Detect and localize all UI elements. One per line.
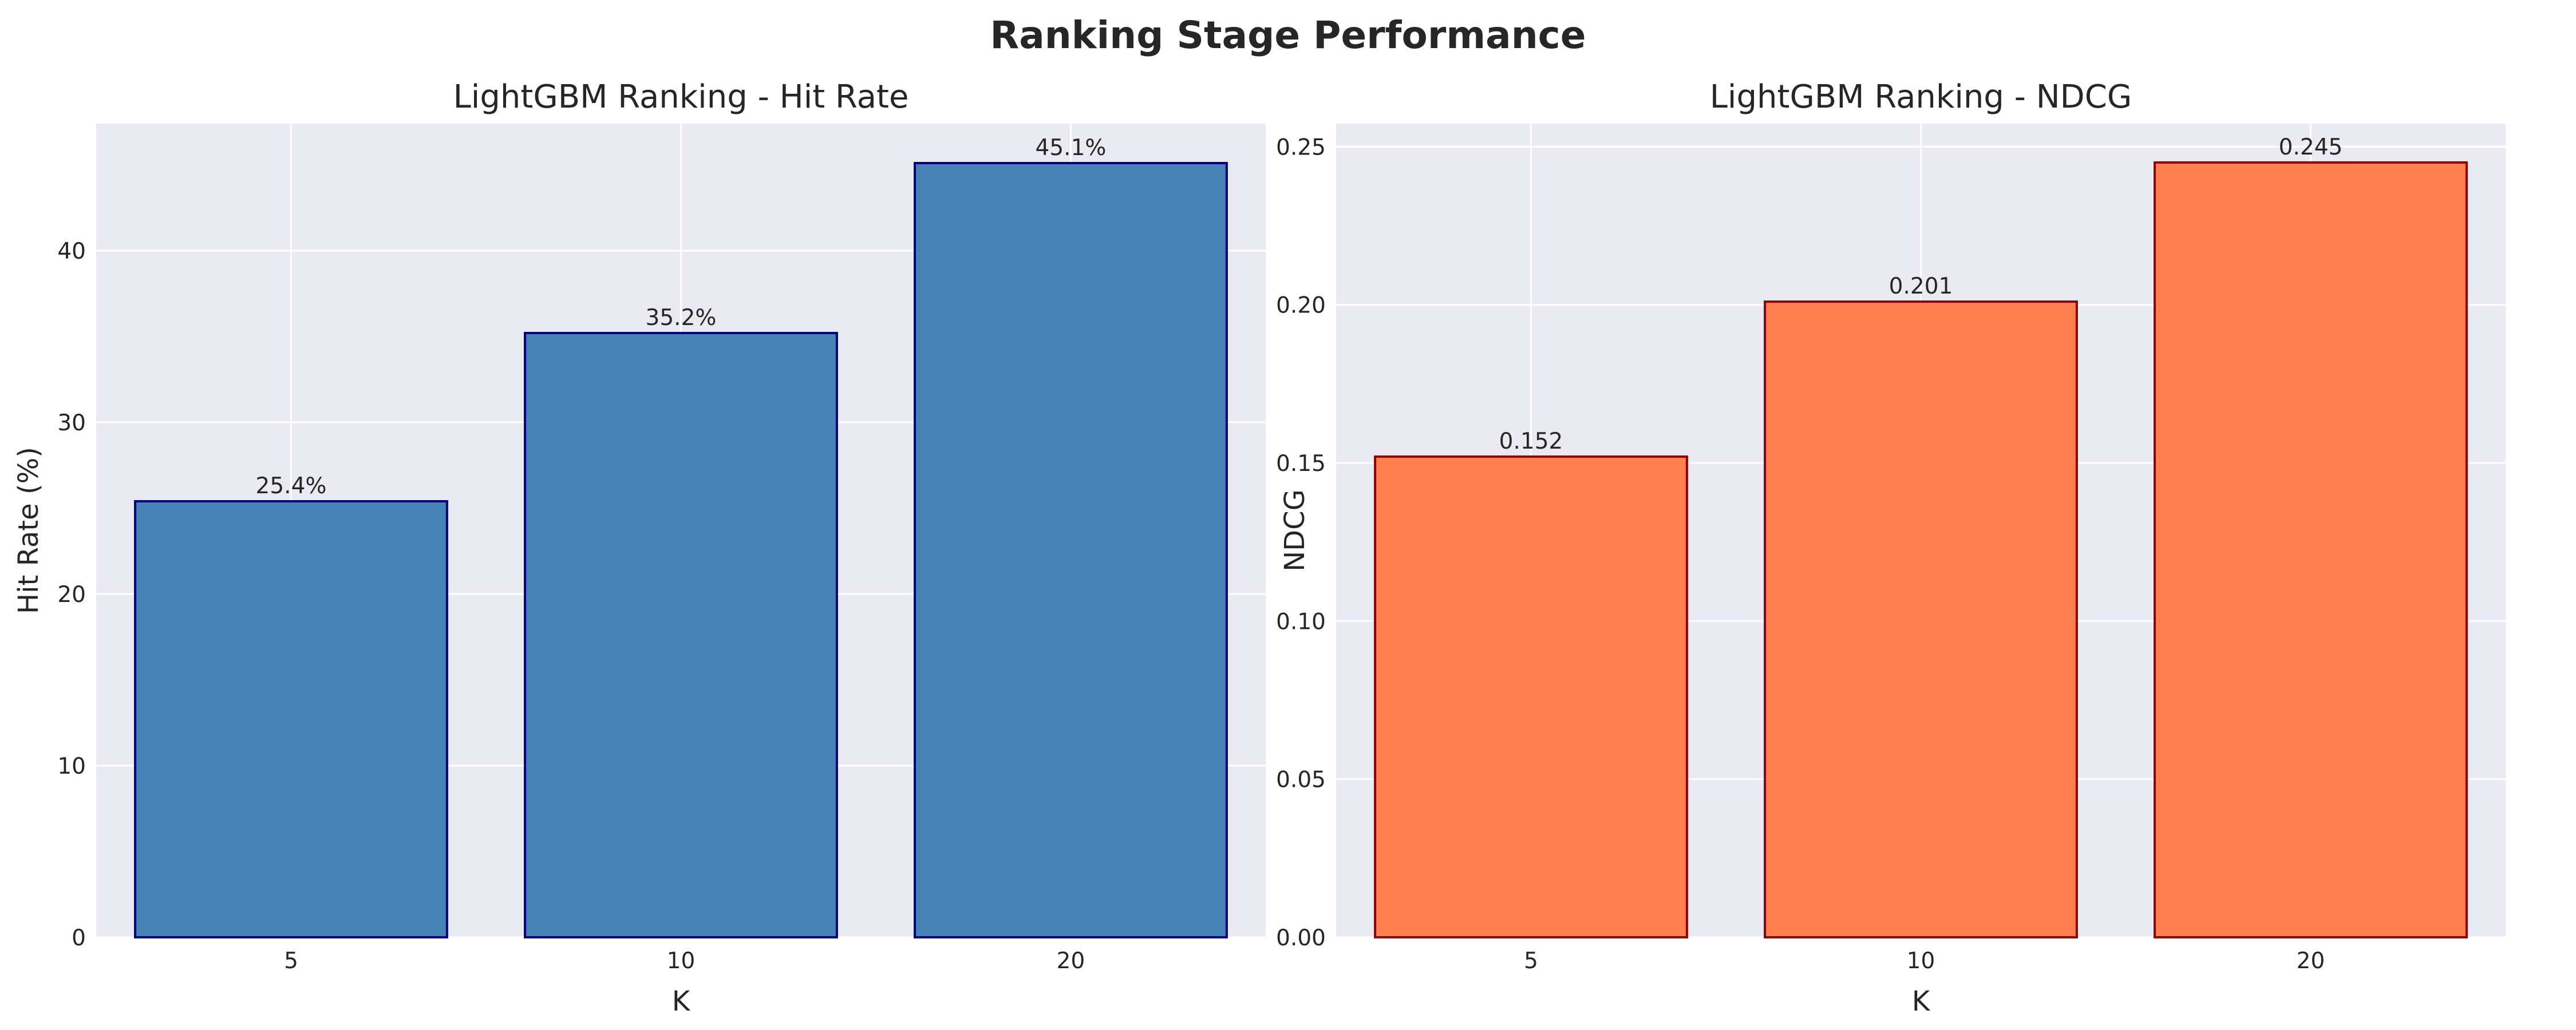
bar: [914, 162, 1228, 938]
chart-panel-1: 0 10 20 30 40 5 10 20 25.4% 35.2% 45.1% LightGBM Ra…: [13, 78, 1266, 1017]
y-tick-label: 0.15: [1276, 451, 1326, 477]
bar: [2154, 161, 2468, 939]
y-tick-label: 0: [72, 925, 86, 951]
y-tick-label: 0.05: [1276, 767, 1326, 793]
axes-title: LightGBM Ranking - NDCG: [1710, 78, 2132, 116]
x-tick-label: 10: [667, 948, 696, 974]
bar: [134, 500, 448, 938]
x-tick-label: 10: [1907, 948, 1935, 974]
x-tick-label: 20: [1057, 948, 1085, 974]
y-tick-label: 40: [57, 239, 86, 264]
bar: [524, 332, 838, 938]
bar-value-label: 0.201: [1889, 274, 1953, 299]
chart-panel-2: 0.00 0.05 0.10 0.15 0.20 0.25 5 10 20 0.152 0.201 0…: [1276, 78, 2506, 1017]
y-axis-label: Hit Rate (%): [13, 447, 45, 614]
x-tick-label: 5: [284, 948, 298, 974]
x-axis-label: K: [672, 985, 691, 1017]
bar: [1374, 455, 1688, 938]
bar-value-label: 0.245: [2279, 134, 2343, 160]
bar-value-label: 0.152: [1499, 429, 1563, 454]
y-tick-label: 10: [57, 754, 86, 779]
x-tick-label: 20: [2297, 948, 2325, 974]
bar-value-label: 25.4%: [256, 473, 327, 499]
y-tick-label: 0.20: [1276, 293, 1326, 319]
y-tick-label: 0.10: [1276, 609, 1326, 635]
y-tick-label: 0.25: [1276, 134, 1326, 160]
y-tick-label: 0.00: [1276, 925, 1326, 951]
x-tick-label: 5: [1524, 948, 1538, 974]
axes-title: LightGBM Ranking - Hit Rate: [453, 78, 909, 116]
y-tick-label: 20: [57, 582, 86, 608]
y-tick-label: 30: [57, 410, 86, 436]
y-axis-label: NDCG: [1279, 489, 1311, 572]
figure-title: Ranking Stage Performance: [990, 13, 1586, 57]
bar-value-label: 35.2%: [646, 305, 717, 331]
bar: [1764, 300, 2078, 939]
x-axis-label: K: [1912, 985, 1931, 1017]
bar-value-label: 45.1%: [1036, 135, 1107, 161]
